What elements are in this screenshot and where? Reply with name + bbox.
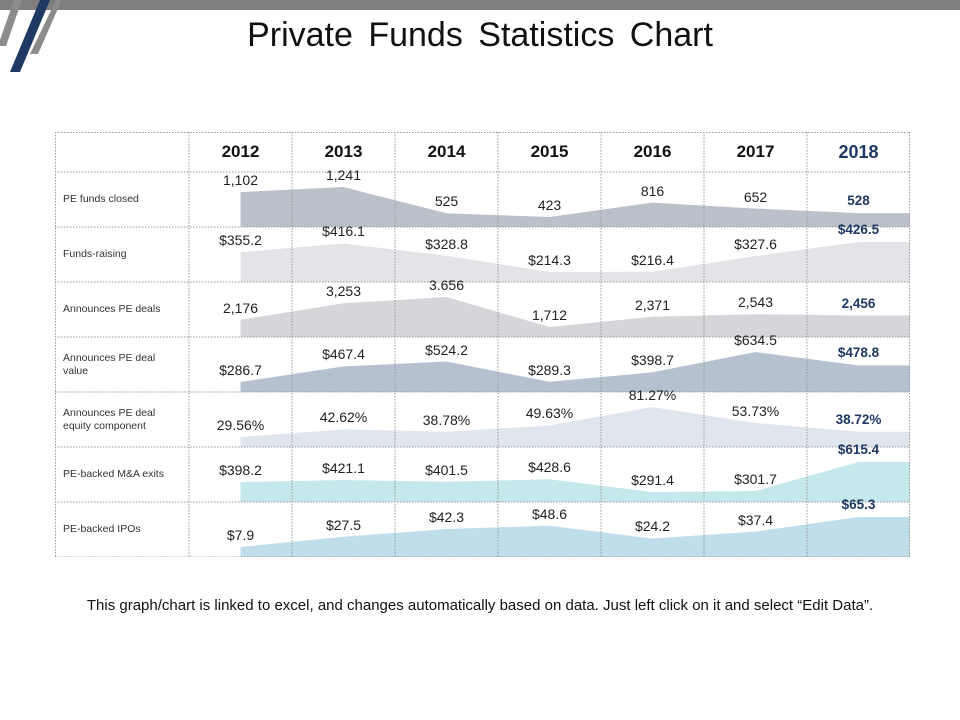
data-label: $42.3 — [428, 509, 465, 525]
chart-table: 2012 2013 2014 2015 2016 2017 2018 PE funds clo… — [55, 132, 910, 557]
data-label: $289.3 — [528, 362, 571, 378]
chart-svg — [55, 132, 910, 557]
data-label: $24.2 — [634, 518, 671, 534]
data-label: $426.5 — [837, 222, 880, 237]
row-label: Announces PE deal value — [63, 351, 156, 377]
data-label: $398.2 — [219, 462, 262, 478]
area-4 — [240, 352, 910, 392]
data-label: $214.3 — [528, 252, 571, 268]
data-label: 38.78% — [422, 412, 471, 428]
data-label: $327.6 — [734, 236, 777, 252]
data-label: 652 — [743, 189, 768, 205]
area-1 — [240, 187, 910, 227]
data-label: $301.7 — [734, 471, 777, 487]
data-label: 816 — [640, 183, 665, 199]
year-header-2013: 2013 — [324, 142, 363, 161]
data-label: 525 — [434, 193, 459, 209]
row-label: Announces PE deals — [63, 303, 161, 315]
data-label: $401.5 — [425, 462, 468, 478]
year-header-2017: 2017 — [736, 142, 775, 161]
data-label: $65.3 — [841, 497, 876, 512]
area-5 — [240, 407, 910, 447]
data-label: 2,176 — [222, 300, 259, 316]
top-bar — [0, 0, 960, 10]
row-label: PE funds closed — [63, 193, 139, 205]
row-label: Funds-raising — [63, 248, 127, 260]
page-title: Private Funds Statistics Chart — [247, 16, 713, 54]
data-label: $48.6 — [531, 506, 568, 522]
data-label: $398.7 — [631, 352, 674, 368]
data-label: $37.4 — [737, 512, 774, 528]
year-header-2014: 2014 — [427, 142, 466, 161]
data-label: $328.8 — [425, 236, 468, 252]
data-label: 29.56% — [216, 417, 265, 433]
data-label: 1,102 — [222, 172, 259, 188]
data-label: $634.5 — [734, 332, 777, 348]
row-label: PE-backed IPOs — [63, 523, 141, 535]
data-label: 42.62% — [319, 409, 368, 425]
year-header-2012: 2012 — [221, 142, 260, 161]
area-3 — [240, 297, 910, 337]
area-6 — [240, 462, 910, 502]
footnote: This graph/chart is linked to excel, and… — [86, 597, 874, 614]
data-label: 2,456 — [841, 296, 876, 311]
data-label: $478.8 — [837, 345, 880, 360]
data-label: 38.72% — [835, 412, 882, 427]
data-label: 1,241 — [325, 167, 362, 183]
year-header-2016: 2016 — [633, 142, 672, 161]
data-label: $291.4 — [631, 472, 674, 488]
area-7 — [240, 517, 910, 557]
data-label: $428.6 — [528, 459, 571, 475]
data-label: 3.656 — [428, 277, 465, 293]
data-label: 53.73% — [731, 403, 780, 419]
row-label: PE-backed M&A exits — [63, 468, 164, 480]
row-label: Announces PE deal equity component — [63, 406, 156, 432]
data-label: 423 — [537, 197, 562, 213]
data-label: $421.1 — [322, 460, 365, 476]
data-label: $416.1 — [322, 223, 365, 239]
data-label: $7.9 — [226, 527, 255, 543]
data-label: 1,712 — [531, 307, 568, 323]
data-label: 528 — [847, 193, 870, 208]
year-header-2018: 2018 — [838, 141, 879, 162]
data-label: 81.27% — [628, 387, 677, 403]
data-label: 2,543 — [737, 294, 774, 310]
area-2 — [240, 242, 910, 282]
data-label: 49.63% — [525, 405, 574, 421]
data-label: $355.2 — [219, 232, 262, 248]
data-label: 2,371 — [634, 297, 671, 313]
data-label: 3,253 — [325, 283, 362, 299]
data-label: $286.7 — [219, 362, 262, 378]
data-label: $27.5 — [325, 517, 362, 533]
data-label: $467.4 — [322, 346, 365, 362]
data-label: $524.2 — [425, 342, 468, 358]
logo-stripes — [0, 0, 60, 72]
data-label: $615.4 — [837, 442, 880, 457]
data-label: $216.4 — [631, 252, 674, 268]
year-header-2015: 2015 — [530, 142, 569, 161]
